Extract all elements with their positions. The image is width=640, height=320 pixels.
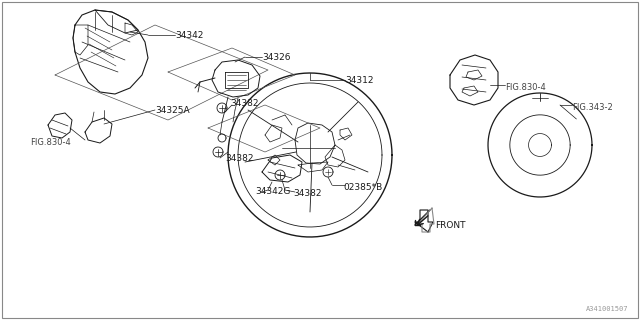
Text: A341001507: A341001507 [586,306,628,312]
Text: 34342: 34342 [175,30,204,39]
Text: FIG.343-2: FIG.343-2 [572,102,612,111]
Text: 02385*B: 02385*B [343,182,382,191]
Text: 34382: 34382 [293,189,321,198]
Text: FIG.830-4: FIG.830-4 [505,83,546,92]
Text: 34325A: 34325A [155,106,189,115]
Text: 34326: 34326 [262,52,291,61]
Text: FIG.830-4: FIG.830-4 [30,138,71,147]
Text: FRONT: FRONT [435,220,465,229]
Text: 34312: 34312 [345,76,374,84]
Text: 34382: 34382 [225,154,253,163]
Text: 34342G: 34342G [255,188,291,196]
Text: 34382: 34382 [230,99,259,108]
